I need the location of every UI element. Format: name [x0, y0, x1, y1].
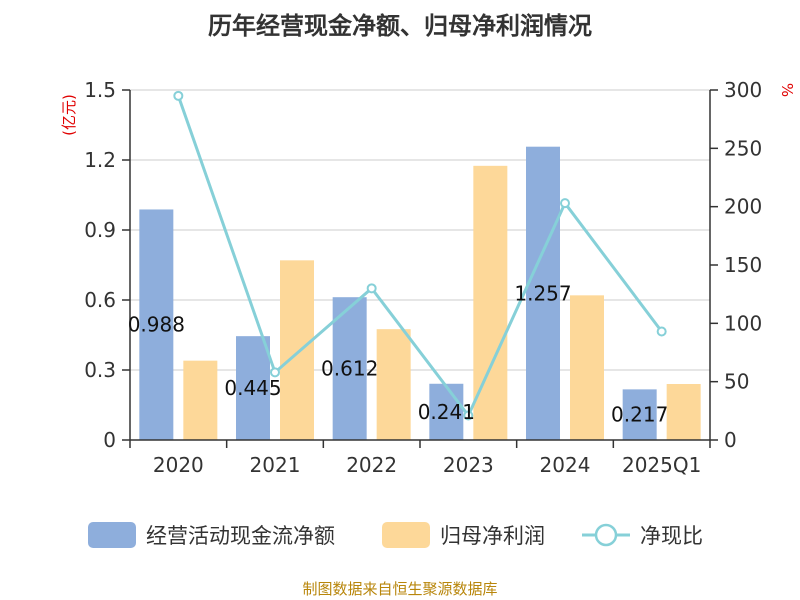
legend-label: 净现比: [640, 524, 703, 548]
ratio-point: [270, 367, 280, 378]
bar-value-label: 0.445: [224, 376, 281, 400]
legend-marker: [594, 523, 618, 547]
data-labels: 0.988 0.445 0.612 0.241 1.257 0.217: [128, 281, 669, 426]
bar-netprofit: [376, 329, 411, 440]
left-tick-label: 0.9: [84, 218, 116, 242]
bar-value-label: 0.217: [611, 403, 668, 427]
left-tick-label: 0.6: [84, 288, 116, 312]
right-tick-label: 50: [724, 370, 749, 394]
right-tick-label: 0: [724, 428, 737, 452]
right-tick-label: 100: [724, 311, 762, 335]
x-tick-label: 2021: [250, 453, 301, 477]
ratio-line: [176, 95, 663, 419]
x-tick-label: 2023: [443, 453, 494, 477]
line-series: [173, 90, 667, 421]
left-tick-label: 0.3: [84, 358, 116, 382]
legend: 经营活动现金流净额 归母净利润 净现比: [88, 522, 703, 548]
ratio-point: [560, 198, 570, 209]
source-note: 制图数据来自恒生聚源数据库: [302, 580, 498, 598]
bar-netprofit: [280, 260, 314, 440]
axes: 0 0.3 0.6 0.9 1.2 1.5 0 50 100 150 200 250 300 (亿元)% 2…: [60, 78, 796, 477]
bar-cashflow: [332, 297, 367, 440]
legend-swatch: [88, 522, 136, 548]
x-tick-label: 2025Q1: [622, 453, 701, 477]
bar-series: [139, 146, 701, 441]
bar-netprofit: [666, 384, 701, 440]
grid-lines: [130, 89, 710, 371]
bar-netprofit: [570, 295, 604, 440]
ratio-point: [656, 326, 667, 337]
left-tick-label: 1.5: [84, 78, 116, 102]
bar-value-label: 0.988: [128, 313, 185, 337]
legend-label: 经营活动现金流净额: [146, 524, 335, 548]
legend-swatch: [382, 522, 430, 548]
bar-cashflow: [526, 146, 560, 440]
x-tick-label: 2020: [153, 453, 204, 477]
left-axis-unit: (亿元): [60, 94, 78, 136]
bar-value-label: 1.257: [514, 281, 571, 305]
bar-cashflow: [429, 383, 464, 440]
chart-title: 历年经营现金净额、归母净利润情况: [208, 12, 592, 40]
bar-netprofit: [473, 165, 508, 441]
ratio-point: [173, 90, 184, 101]
right-tick-label: 150: [724, 253, 762, 277]
bar-cashflow: [236, 336, 270, 440]
x-tick-label: 2022: [346, 453, 397, 477]
bar-value-label: 0.612: [321, 357, 378, 381]
right-tick-label: 300: [724, 78, 762, 102]
right-axis-unit: %: [778, 83, 796, 97]
legend-label: 归母净利润: [440, 524, 545, 548]
right-tick-label: 250: [724, 136, 762, 160]
bar-cashflow: [139, 209, 174, 440]
right-tick-label: 200: [724, 195, 762, 219]
ratio-point: [366, 283, 377, 294]
left-tick-label: 1.2: [84, 148, 116, 172]
ratio-point: [463, 410, 474, 421]
bar-value-label: 0.241: [418, 400, 475, 424]
left-tick-label: 0: [103, 428, 116, 452]
x-tick-label: 2024: [540, 453, 591, 477]
bar-cashflow: [622, 389, 657, 440]
bar-netprofit: [183, 360, 218, 440]
